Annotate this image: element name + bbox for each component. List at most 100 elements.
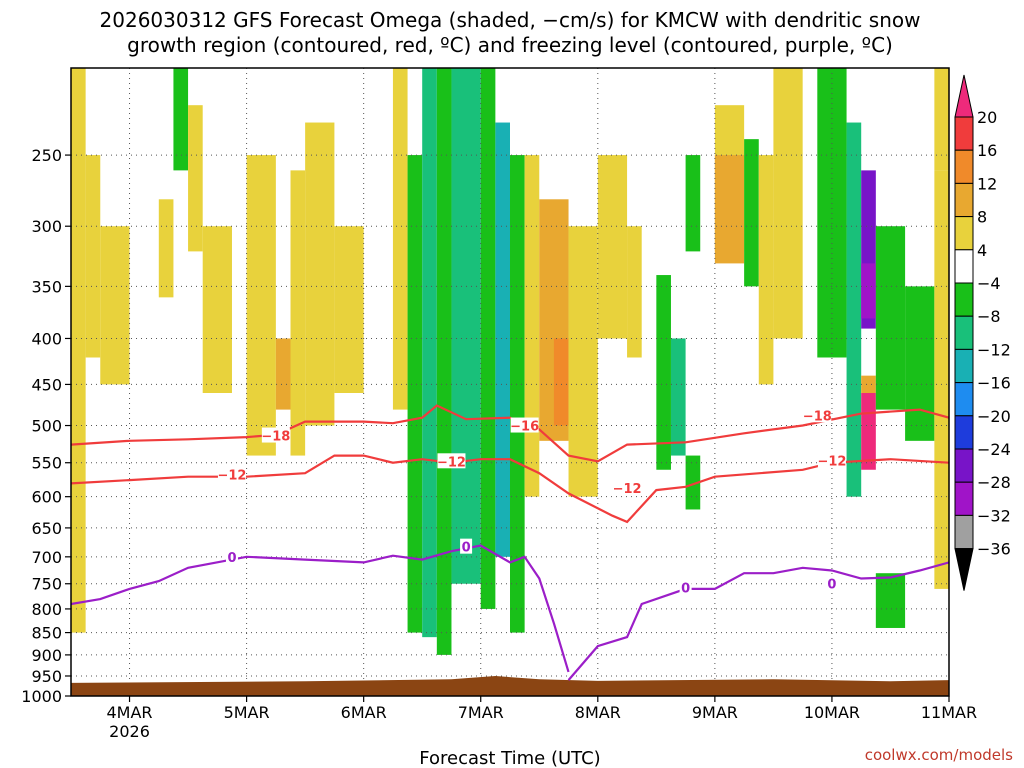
omega-cell: [202, 226, 232, 393]
omega-cell: [744, 139, 759, 287]
y-tick-label: 950: [31, 667, 62, 686]
contour-label: −18: [803, 409, 832, 424]
colorbar-swatch: [954, 116, 974, 151]
contour-label: −12: [613, 482, 642, 497]
omega-cell: [85, 155, 101, 358]
colorbar-swatch: [954, 514, 974, 550]
x-tick-label: 4MAR: [107, 703, 153, 722]
y-tick-label: 550: [31, 454, 62, 473]
colorbar-swatch: [954, 216, 974, 251]
contour-line: [71, 454, 949, 524]
colorbar-label: −32: [977, 506, 1011, 525]
colorbar-label: −28: [977, 473, 1011, 492]
omega-shading: [71, 68, 949, 655]
omega-cell: [861, 375, 876, 393]
y-tick-label: 600: [31, 488, 62, 507]
contour-label: 0: [681, 581, 690, 596]
colorbar-label: 20: [977, 108, 997, 127]
colorbar-label: 8: [977, 208, 987, 227]
contour-label: −12: [217, 469, 246, 484]
colorbar-label: −12: [977, 340, 1011, 359]
x-tick-label: 9MAR: [692, 703, 738, 722]
y-tick-label: 900: [31, 646, 62, 665]
omega-cell: [188, 105, 203, 252]
omega-cell: [773, 68, 803, 339]
colorbar-swatch: [954, 282, 974, 317]
x-tick-label: 11MAR: [921, 703, 977, 722]
omega-cell: [817, 68, 847, 358]
omega-cell: [568, 226, 598, 497]
contour-label: 0: [827, 578, 836, 593]
omega-cell: [392, 68, 408, 410]
omega-cell: [436, 68, 452, 655]
omega-cell: [875, 226, 906, 410]
omega-cell: [173, 68, 189, 171]
x-tick-label: 5MAR: [224, 703, 270, 722]
plot-frame: [70, 67, 950, 697]
colorbar-top-triangle: [954, 74, 974, 118]
x-tick-label: 6MAR: [341, 703, 387, 722]
colorbar-label: −20: [977, 407, 1011, 426]
colorbar-bottom-triangle: [954, 548, 974, 591]
y-tick-label: 750: [31, 575, 62, 594]
omega-cell: [275, 338, 291, 410]
colorbar-label: −36: [977, 540, 1011, 559]
surface-terrain-fill: [71, 676, 949, 696]
omega-cell: [714, 155, 745, 264]
colorbar-swatch: [954, 249, 974, 284]
contour-label-bg: [817, 452, 846, 468]
y-tick-label: 400: [31, 329, 62, 348]
x-tick-label: 7MAR: [458, 703, 504, 722]
y-axis: 250 300 350 400 450 500 550 600 650 700 750 800 850 9…: [21, 146, 71, 706]
credit-text: coolwx.com/models: [865, 746, 1013, 764]
omega-cell: [553, 338, 569, 426]
y-tick-label: 450: [31, 375, 62, 394]
omega-cell: [451, 68, 481, 584]
chart-title-line-2: growth region (contoured, red, ºC) and f…: [127, 33, 893, 57]
contour-label-bg: [261, 427, 290, 443]
y-tick-label: 650: [31, 519, 62, 538]
contour-label: 0: [227, 551, 236, 566]
colorbar-label: −24: [977, 440, 1011, 459]
contour-label-bg: [679, 579, 692, 595]
colorbar-swatch: [954, 382, 974, 417]
omega-cell: [861, 263, 876, 319]
colorbar-swatch: [954, 481, 974, 516]
contour-label-bg: [825, 575, 838, 591]
omega-cell: [480, 68, 496, 609]
omega-cell: [71, 68, 86, 633]
surface-terrain: [71, 676, 949, 696]
omega-cell: [934, 68, 949, 171]
y-tick-label: 800: [31, 600, 62, 619]
contour-label-bg: [460, 538, 473, 554]
x-tick-label: 8MAR: [575, 703, 621, 722]
omega-cell: [905, 286, 935, 441]
omega-cell: [158, 199, 174, 298]
omega-cell: [290, 170, 306, 456]
omega-cell: [670, 338, 686, 456]
y-tick-label: 850: [31, 624, 62, 643]
chart-title-line-1: 2026030312 GFS Forecast Omega (shaded, −…: [100, 8, 921, 32]
x-axis-label: Forecast Time (UTC): [419, 748, 600, 768]
colorbar-swatch: [954, 315, 974, 350]
y-tick-label: 250: [31, 146, 62, 165]
omega-cell: [334, 226, 364, 393]
contour-label-bg: [510, 417, 539, 433]
omega-cell: [758, 155, 774, 385]
colorbar-swatch: [954, 448, 974, 483]
omega-cell: [305, 122, 335, 426]
contour-label: −12: [437, 455, 466, 470]
contour-label: −12: [817, 455, 846, 470]
omega-cell: [510, 155, 525, 633]
contour-line: [567, 561, 949, 681]
contour-label: −16: [510, 420, 539, 435]
colorbar-label: 12: [977, 174, 997, 193]
contour-label: 0: [462, 541, 471, 556]
omega-cell: [875, 573, 906, 628]
y-tick-label: 700: [31, 548, 62, 567]
colorbar-swatch: [954, 415, 974, 450]
omega-cell: [627, 226, 642, 358]
contour-label-bg: [803, 407, 832, 423]
